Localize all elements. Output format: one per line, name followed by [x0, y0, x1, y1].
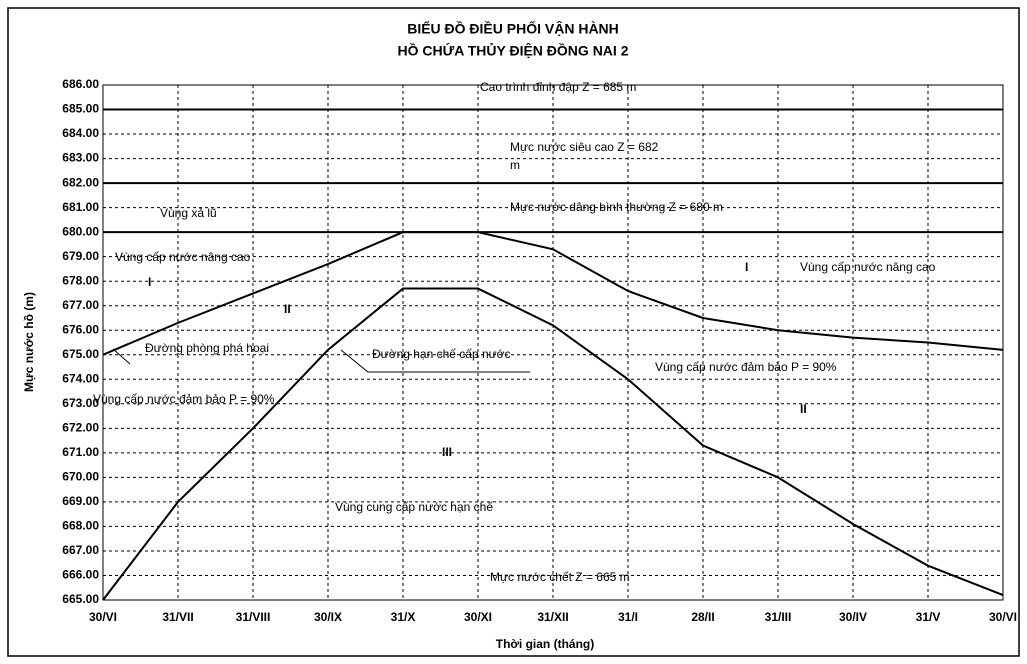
frame	[7, 7, 1020, 657]
x-tick-label: 30/XI	[464, 610, 492, 624]
chart-title: BIỂU ĐỒ ĐIỀU PHỐI VẬN HÀNH	[407, 20, 619, 37]
x-tick-label: 30/IV	[839, 610, 867, 624]
y-axis-label: Mực nước hồ (m)	[22, 292, 36, 392]
annotation: III	[442, 445, 452, 459]
x-axis-label: Thời gian (tháng)	[496, 637, 595, 651]
series-line	[102, 231, 1004, 356]
y-tick-label: 680.00	[62, 224, 99, 238]
y-tick-label: 666.00	[62, 568, 99, 582]
annotation: Đường phòng phá hoại	[145, 341, 269, 355]
pointer	[340, 349, 530, 373]
y-tick-label: 675.00	[62, 347, 99, 361]
x-tick-label: 30/VI	[89, 610, 117, 624]
x-tick-label: 31/XII	[537, 610, 568, 624]
annotation: I	[745, 260, 748, 274]
pointer	[112, 348, 131, 365]
y-tick-label: 677.00	[62, 298, 99, 312]
annotation: II	[800, 402, 807, 416]
x-tick-label: 31/I	[618, 610, 638, 624]
y-tick-label: 679.00	[62, 249, 99, 263]
y-tick-label: 665.00	[62, 592, 99, 606]
y-tick-label: 676.00	[62, 322, 99, 336]
annotation: Cao trình đỉnh đập Z = 685 m	[480, 80, 636, 94]
x-tick-label: 31/V	[916, 610, 941, 624]
annotation: Vùng cấp nước đảm bảo P = 90%	[655, 360, 837, 374]
y-tick-label: 678.00	[62, 273, 99, 287]
y-tick-label: 685.00	[62, 102, 99, 116]
y-tick-label: 684.00	[62, 126, 99, 140]
y-tick-label: 670.00	[62, 470, 99, 484]
annotation: Vùng cấp nước nâng cao	[800, 260, 936, 274]
annotation: Vùng xả lũ	[160, 206, 217, 220]
annotation: Mực nước chết Z = 665 m	[490, 570, 630, 584]
x-tick-label: 31/VII	[162, 610, 193, 624]
x-tick-label: 30/IX	[314, 610, 342, 624]
annotation: Vùng cung cấp nước hạn chế	[335, 500, 493, 514]
y-tick-label: 672.00	[62, 421, 99, 435]
y-tick-label: 674.00	[62, 371, 99, 385]
y-tick-label: 682.00	[62, 175, 99, 189]
y-tick-label: 686.00	[62, 77, 99, 91]
y-tick-label: 671.00	[62, 445, 99, 459]
y-tick-label: 668.00	[62, 519, 99, 533]
x-tick-label: 28/II	[691, 610, 714, 624]
y-tick-label: 673.00	[62, 396, 99, 410]
chart-title: HỒ CHỨA THỦY ĐIỆN ĐỒNG NAI 2	[398, 42, 629, 59]
x-tick-label: 30/VI	[989, 610, 1017, 624]
y-tick-label: 681.00	[62, 200, 99, 214]
x-tick-label: 31/X	[391, 610, 416, 624]
y-tick-label: 669.00	[62, 494, 99, 508]
pointers	[112, 348, 530, 373]
annotation: Mực nước dâng bình thường Z = 680 m	[510, 200, 723, 214]
y-tick-label: 667.00	[62, 543, 99, 557]
annotation: Đường hạn chế cấp nước	[372, 347, 511, 361]
annotation: Vùng cấp nước nâng cao	[115, 250, 251, 264]
annotation: II	[284, 302, 291, 316]
annotation: Vùng cấp nước đảm bảo P = 90%	[93, 392, 275, 406]
series-line	[102, 287, 1004, 601]
x-tick-label: 31/VIII	[236, 610, 271, 624]
annotation: m	[510, 158, 520, 172]
x-tick-label: 31/III	[765, 610, 792, 624]
y-tick-label: 683.00	[62, 151, 99, 165]
annotation: I	[148, 275, 151, 289]
annotation: Mực nước siêu cao Z = 682	[510, 140, 659, 154]
